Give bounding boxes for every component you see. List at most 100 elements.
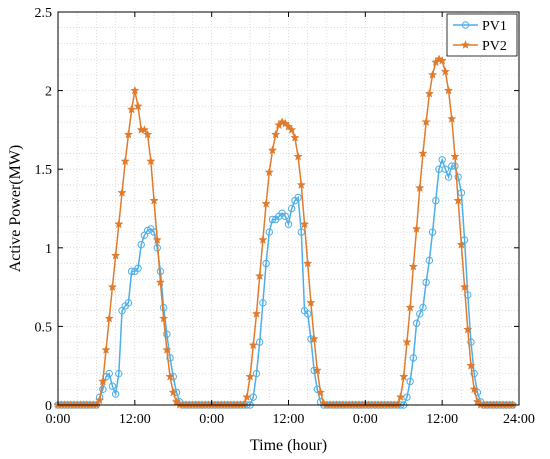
data-point-pv1 (111, 390, 120, 398)
data-point-pv2 (242, 392, 252, 402)
data-point-pv1 (419, 303, 427, 312)
y-tick-label: 1 (45, 242, 52, 257)
data-point-pv1 (137, 240, 145, 249)
data-point-pv2 (255, 271, 265, 281)
data-point-pv1 (281, 212, 289, 221)
y-tick-label: 1.5 (35, 163, 53, 178)
data-point-pv2 (453, 195, 463, 205)
data-point-pv1 (259, 299, 267, 307)
data-point-pv2 (130, 85, 140, 95)
data-point-pv1 (425, 256, 434, 265)
data-point-pv2 (443, 85, 454, 95)
data-point-pv1 (252, 369, 261, 378)
data-point-pv1 (268, 215, 277, 224)
legend-box (446, 13, 518, 57)
data-point-pv2 (123, 129, 134, 139)
data-point-pv2 (271, 129, 281, 139)
data-point-pv1 (288, 204, 296, 213)
data-point-pv2 (98, 376, 108, 386)
data-point-pv2 (395, 392, 406, 402)
data-point-pv2 (142, 129, 153, 139)
x-tick-label: 12:00 (273, 412, 305, 427)
data-point-pv1 (124, 299, 133, 307)
data-point-pv1 (127, 267, 136, 276)
y-tick-label: 2.5 (35, 6, 53, 21)
legend-marker-pv1 (461, 21, 470, 29)
x-tick-label: 0:00 (199, 412, 224, 427)
data-point-pv1 (265, 228, 273, 236)
y-tick-label: 2 (45, 85, 52, 100)
data-point-pv2 (437, 55, 447, 65)
data-point-pv2 (293, 151, 303, 161)
x-tick-label: 0:00 (46, 412, 71, 427)
data-point-pv2 (296, 180, 306, 189)
data-point-pv1 (166, 354, 174, 362)
x-tick-label: 0:00 (353, 412, 378, 427)
data-point-pv2 (290, 132, 300, 142)
data-point-pv2 (107, 282, 118, 292)
axis-ticks: 0:00 12:00 0:00 12:00 0:00 12:00 24:00 0 0.5 1 1.5… (35, 6, 535, 427)
data-point-pv2 (306, 297, 316, 307)
data-point-pv1 (438, 156, 446, 164)
grid-lines (58, 12, 519, 405)
data-point-pv1 (422, 278, 430, 287)
data-point-pv2 (411, 224, 422, 233)
data-point-pv2 (146, 156, 156, 166)
data-point-pv2 (440, 66, 451, 76)
data-point-pv2 (149, 195, 159, 205)
data-point-pv2 (165, 371, 175, 381)
data-point-pv2 (261, 198, 271, 208)
data-point-pv2 (463, 324, 473, 334)
data-point-pv1 (255, 338, 264, 346)
data-point-pv2 (408, 261, 419, 271)
data-point-pv2 (287, 124, 297, 134)
data-point-pv2 (139, 124, 150, 134)
data-point-pv2 (405, 302, 415, 312)
data-point-pv2 (466, 360, 476, 370)
data-point-pv2 (309, 334, 319, 343)
y-axis-label: Active Power(MW) (7, 145, 24, 273)
series-line-pv1 (58, 157, 513, 406)
data-point-pv2 (101, 345, 111, 354)
data-point-pv1 (163, 330, 171, 338)
data-point-pv2 (158, 313, 169, 323)
data-point-pv2 (251, 308, 262, 318)
data-point-pv2 (245, 371, 255, 381)
data-point-pv2 (303, 258, 313, 268)
data-point-pv2 (415, 183, 425, 193)
data-point-pv1 (134, 264, 142, 272)
data-point-pv1 (454, 173, 462, 181)
data-point-pv1 (444, 173, 453, 181)
data-point-pv1 (108, 382, 117, 390)
y-tick-label: 0.5 (35, 320, 53, 335)
legend: PV1 PV2 (446, 13, 518, 57)
data-point-pv1 (432, 196, 440, 205)
data-point-pv2 (126, 104, 137, 114)
x-axis-label: Time (hour) (250, 437, 327, 454)
data-point-pv2 (427, 69, 438, 79)
data-point-pv2 (258, 235, 268, 244)
data-point-pv2 (424, 88, 435, 98)
data-point-pv1 (249, 393, 257, 401)
data-point-pv1 (304, 310, 312, 318)
data-point-pv2 (248, 340, 258, 350)
data-point-pv2 (399, 371, 409, 381)
x-tick-label: 12:00 (426, 412, 458, 427)
data-point-pv2 (114, 219, 124, 229)
data-point-pv2 (117, 187, 127, 197)
data-point-pv1 (284, 220, 293, 228)
legend-label-pv1: PV1 (482, 19, 507, 34)
data-point-pv1 (473, 388, 482, 397)
data-point-pv1 (403, 393, 411, 401)
data-point-pv2 (421, 117, 431, 127)
data-point-pv1 (470, 369, 478, 378)
data-point-pv2 (469, 384, 479, 394)
data-point-pv2 (162, 345, 172, 354)
data-point-pv2 (267, 145, 278, 155)
data-point-pv1 (467, 338, 475, 346)
legend-marker-pv2 (460, 40, 471, 49)
data-point-pv2 (315, 387, 326, 397)
x-tick-label: 24:00 (503, 412, 535, 427)
data-point-pv1 (262, 259, 270, 268)
